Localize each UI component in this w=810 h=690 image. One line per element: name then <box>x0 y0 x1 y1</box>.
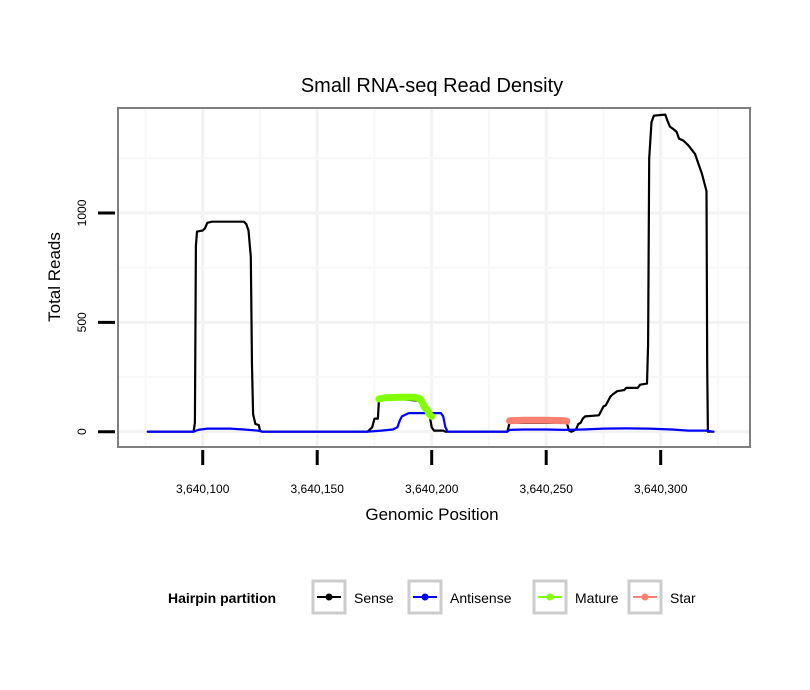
legend-label: Mature <box>575 590 619 606</box>
x-axis-title: Genomic Position <box>365 505 498 524</box>
legend-key-point <box>641 593 649 601</box>
legend-item-mature: Mature <box>532 579 619 615</box>
y-axis: 0 500 1000 <box>75 199 115 435</box>
series-line-mature <box>375 393 436 420</box>
y-tick-label: 0 <box>75 428 89 435</box>
legend-item-antisense: Antisense <box>407 579 512 615</box>
legend-label: Star <box>670 590 696 606</box>
chart-title: Small RNA-seq Read Density <box>301 75 563 97</box>
series-line-sense <box>146 113 715 433</box>
legend-title: Hairpin partition <box>168 590 276 606</box>
legend: Hairpin partition Sense Antisense Mature St… <box>168 579 696 615</box>
y-tick-label: 500 <box>75 312 89 332</box>
legend-label: Antisense <box>450 590 512 606</box>
x-tick-label: 3,640,150 <box>291 482 345 496</box>
x-tick-label: 3,640,250 <box>520 482 574 496</box>
series-line-star <box>506 416 571 425</box>
legend-key-point <box>421 593 429 601</box>
plot-panel-border <box>117 107 751 448</box>
legend-item-star: Star <box>627 579 696 615</box>
y-tick-label: 1000 <box>75 199 89 226</box>
plot-panel <box>118 108 750 447</box>
legend-key-point <box>546 593 554 601</box>
grid-lines <box>118 108 750 447</box>
legend-key-point <box>325 593 333 601</box>
legend-label: Sense <box>354 590 394 606</box>
series-layer <box>146 113 715 433</box>
x-tick-label: 3,640,300 <box>634 482 688 496</box>
x-tick-label: 3,640,100 <box>176 482 230 496</box>
x-axis: 3,640,100 3,640,150 3,640,200 3,640,250 3,64… <box>176 450 688 496</box>
series-line-antisense <box>146 412 715 433</box>
legend-item-sense: Sense <box>311 579 394 615</box>
y-axis-title: Total Reads <box>45 232 64 322</box>
x-tick-label: 3,640,200 <box>405 482 459 496</box>
